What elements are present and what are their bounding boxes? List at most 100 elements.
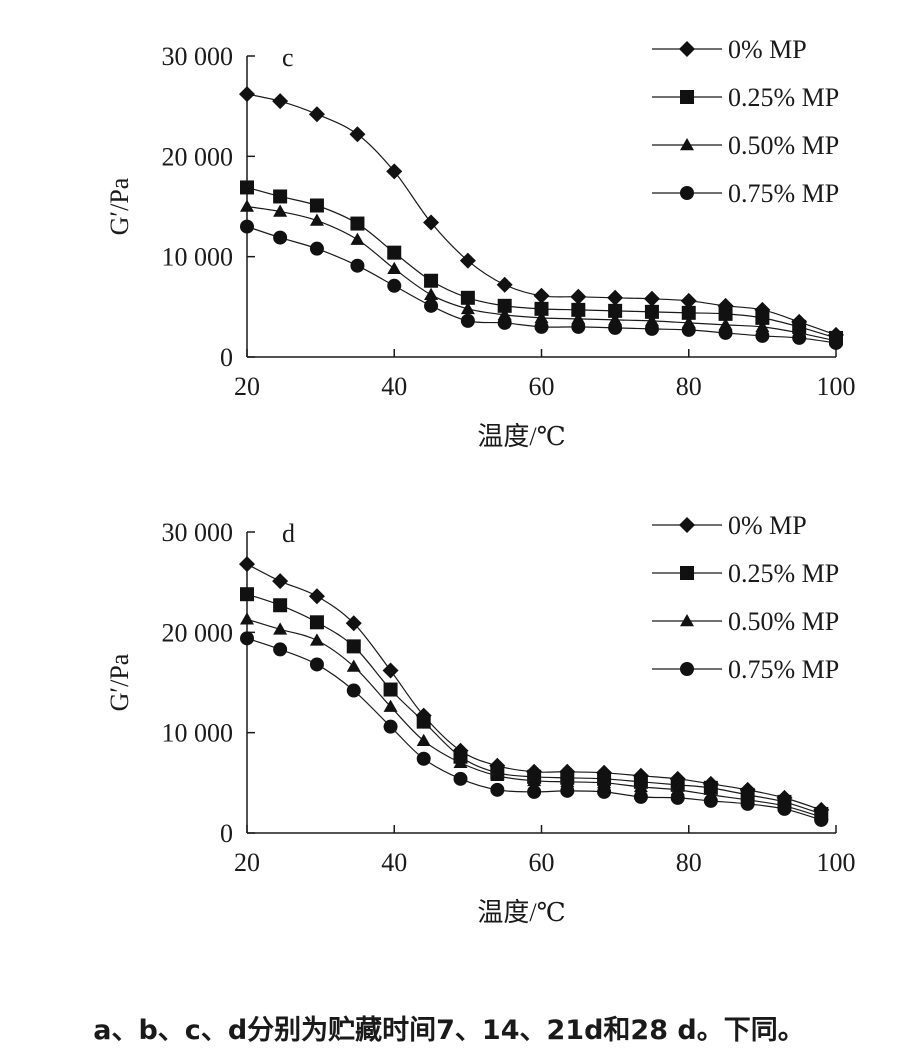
data-point-square <box>534 301 549 316</box>
data-point-triangle <box>309 213 324 226</box>
x-tick-label: 20 <box>234 372 260 401</box>
data-point-circle <box>633 789 648 804</box>
data-point-triangle <box>309 633 324 646</box>
data-point-diamond <box>308 588 325 605</box>
data-point-triangle <box>527 773 542 787</box>
data-point-triangle <box>350 232 365 245</box>
legend: 0% MP 0.25% MP 0.50% MP 0.75% MP <box>652 511 839 684</box>
data-point-square <box>383 682 398 697</box>
legend: 0% MP 0.25% MP 0.50% MP 0.75% MP <box>652 35 839 208</box>
data-point-diamond <box>496 276 513 293</box>
data-point-diamond <box>345 615 362 632</box>
data-point-square <box>309 615 324 630</box>
data-point-circle <box>644 321 659 336</box>
data-point-circle <box>453 771 468 786</box>
data-point-circle <box>240 631 254 646</box>
data-point-diamond <box>679 41 695 57</box>
legend-item: 0.50% MP <box>652 131 839 160</box>
data-point-triangle <box>597 775 612 789</box>
data-point-circle <box>350 258 365 273</box>
data-point-triangle <box>680 138 694 151</box>
legend-item: 0.25% MP <box>652 83 839 112</box>
data-point-circle <box>527 784 542 799</box>
data-point-square <box>273 189 288 204</box>
data-point-triangle <box>383 699 398 712</box>
legend-item: 0.50% MP <box>652 607 839 636</box>
axes: 0 10 000 20 000 30 000 20 40 60 80 100 <box>162 42 856 401</box>
data-point-triangle <box>273 622 288 635</box>
data-point-circle <box>680 662 694 676</box>
chart-svg-d: 0 10 000 20 000 30 000 20 40 60 80 100 d G′/Pa 温度/℃… <box>105 511 856 927</box>
data-point-diamond <box>382 662 399 679</box>
data-point-circle <box>560 783 575 798</box>
data-point-circle <box>597 784 612 799</box>
chart-panel-c: 0 10 000 20 000 30 000 20 40 60 80 100 c G′/Pa 温度/℃… <box>0 0 898 470</box>
y-tick-label: 30 000 <box>162 518 234 547</box>
data-point-square <box>680 566 694 580</box>
data-point-diamond <box>386 163 403 180</box>
legend-label: 0.75% MP <box>728 179 839 208</box>
series-square <box>240 180 843 345</box>
y-axis-title: G′/Pa <box>105 653 134 711</box>
data-point-circle <box>703 793 718 808</box>
data-point-triangle <box>416 733 431 746</box>
y-tick-label: 0 <box>220 819 233 848</box>
series-circle <box>240 631 829 827</box>
legend-label: 0.25% MP <box>728 559 839 588</box>
data-point-square <box>346 639 361 654</box>
data-point-triangle <box>633 779 648 793</box>
data-point-circle <box>346 683 361 698</box>
data-point-circle <box>383 719 398 734</box>
data-point-square <box>460 290 475 305</box>
y-axis-title: G′/Pa <box>105 177 134 235</box>
data-point-triangle <box>346 659 361 672</box>
x-axis-title: 温度/℃ <box>477 898 565 927</box>
legend-label: 0.75% MP <box>728 655 839 684</box>
data-point-triangle <box>490 768 505 782</box>
y-tick-label: 0 <box>220 343 233 372</box>
series-circle <box>240 219 843 350</box>
y-tick-label: 20 000 <box>162 142 234 171</box>
data-point-circle <box>740 796 755 811</box>
data-point-square <box>416 714 431 729</box>
data-point-circle <box>309 657 324 672</box>
data-point-triangle <box>424 287 439 301</box>
data-point-square <box>608 303 623 318</box>
x-tick-label: 40 <box>381 372 407 401</box>
data-point-triangle <box>534 310 549 324</box>
data-point-diamond <box>679 517 695 533</box>
data-point-triangle <box>273 204 288 217</box>
data-point-square <box>681 305 696 320</box>
legend-item: 0% MP <box>652 35 807 64</box>
data-point-square <box>680 90 694 104</box>
data-point-diamond <box>570 288 587 305</box>
data-point-square <box>273 598 288 613</box>
legend-label: 0.50% MP <box>728 131 839 160</box>
panel-label: c <box>282 43 294 72</box>
y-tick-label: 10 000 <box>162 719 234 748</box>
x-tick-label: 100 <box>817 372 856 401</box>
legend-item: 0% MP <box>652 511 807 540</box>
data-point-diamond <box>680 292 697 309</box>
data-point-diamond <box>423 214 440 231</box>
y-tick-label: 10 000 <box>162 243 234 272</box>
data-point-triangle <box>387 261 402 274</box>
data-point-diamond <box>349 126 366 143</box>
data-point-square <box>497 298 512 313</box>
x-tick-label: 60 <box>529 372 555 401</box>
data-point-circle <box>490 782 505 797</box>
data-point-circle <box>416 751 431 766</box>
x-tick-label: 60 <box>529 848 555 877</box>
data-point-circle <box>309 241 324 256</box>
data-point-square <box>424 273 439 288</box>
panel-label: d <box>282 519 295 548</box>
data-point-circle <box>608 320 623 335</box>
axes: 0 10 000 20 000 30 000 20 40 60 80 100 <box>162 518 856 877</box>
data-point-circle <box>571 319 586 334</box>
data-point-circle <box>534 319 549 334</box>
legend-label: 0% MP <box>728 35 807 64</box>
data-point-circle <box>497 315 512 330</box>
data-point-circle <box>718 325 733 340</box>
y-tick-label: 20 000 <box>162 618 234 647</box>
data-point-circle <box>829 335 843 350</box>
